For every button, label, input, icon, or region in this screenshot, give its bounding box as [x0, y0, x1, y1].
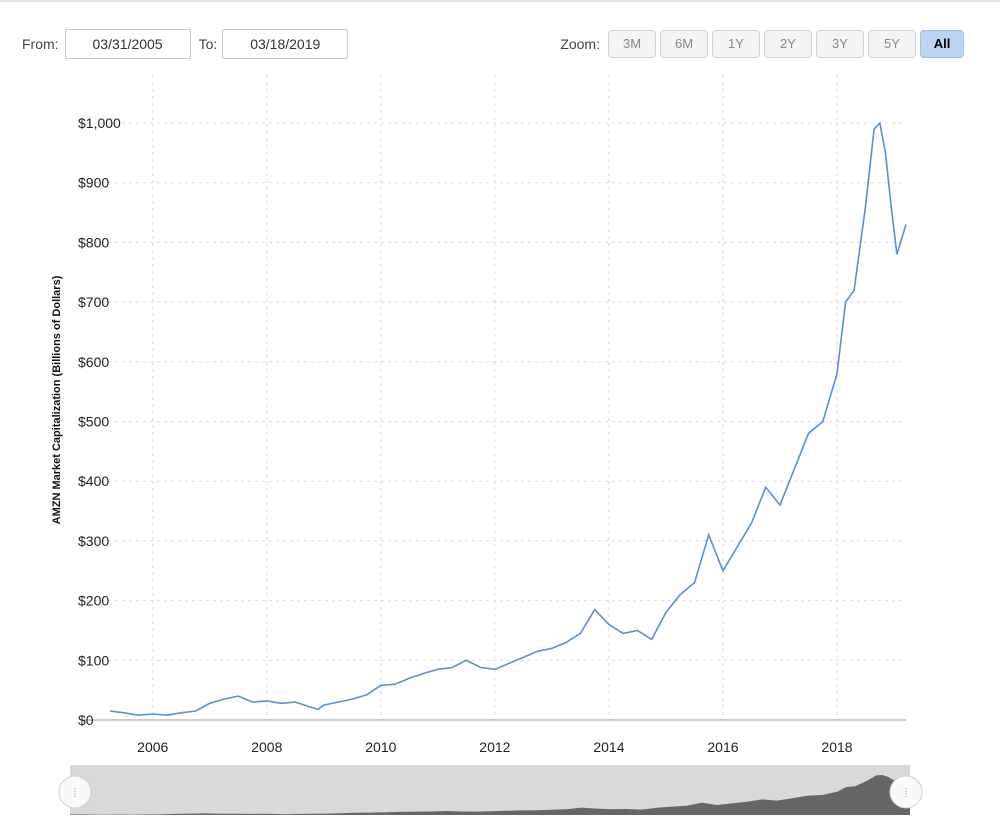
- date-range-selector: From: 03/31/2005 To: 03/18/2019: [22, 29, 349, 59]
- y-tick-label: $600: [78, 354, 109, 370]
- y-tick-label: $1,000: [78, 115, 121, 131]
- top-border: [0, 0, 1000, 2]
- navigator-right-grip-icon: ⦙: [905, 786, 908, 800]
- y-tick-label: $900: [78, 175, 109, 191]
- x-tick-label: 2016: [707, 739, 738, 755]
- x-tick-label: 2012: [479, 739, 510, 755]
- y-tick-label: $800: [78, 234, 109, 250]
- zoom-controls: Zoom: 3M 6M 1Y 2Y 3Y 5Y All: [560, 29, 964, 59]
- zoom-2y-button[interactable]: 2Y: [764, 30, 812, 58]
- series-line: [109, 121, 907, 717]
- navigator: ⦙ ⦙: [58, 765, 923, 815]
- y-axis-label: AMZN Market Capitalization (Billions of …: [51, 275, 63, 524]
- navigator-series-area: [70, 775, 910, 815]
- from-date-input[interactable]: 03/31/2005: [64, 29, 191, 59]
- y-tick-label: $700: [78, 294, 109, 310]
- zoom-all-button[interactable]: All: [920, 30, 964, 58]
- y-axis-ticks: $0 $100 $200 $300 $400 $500 $600 $700 $800 $900 $1…: [78, 115, 121, 728]
- x-tick-label: 2014: [593, 739, 624, 755]
- zoom-1y-button[interactable]: 1Y: [712, 30, 760, 58]
- y-tick-label: $400: [78, 473, 109, 489]
- navigator-left-handle[interactable]: [58, 775, 92, 809]
- zoom-3y-button[interactable]: 3Y: [816, 30, 864, 58]
- x-tick-label: 2010: [365, 739, 396, 755]
- zoom-5y-button[interactable]: 5Y: [868, 30, 916, 58]
- x-tick-label: 2006: [137, 739, 168, 755]
- y-tick-label: $200: [78, 593, 109, 609]
- grid-lines: [80, 75, 906, 721]
- zoom-label: Zoom:: [560, 36, 600, 52]
- y-tick-label: $500: [78, 414, 109, 430]
- navigator-left-grip-icon: ⦙: [74, 786, 77, 800]
- y-tick-label: $0: [78, 712, 94, 728]
- to-label: To:: [198, 36, 218, 52]
- x-tick-label: 2008: [251, 739, 282, 755]
- navigator-right-handle[interactable]: [889, 775, 923, 809]
- from-label: From:: [22, 36, 59, 52]
- y-tick-label: $300: [78, 533, 109, 549]
- y-tick-label: $100: [78, 652, 109, 668]
- to-date-input[interactable]: 03/18/2019: [222, 29, 349, 59]
- x-axis-ticks: 2006 2008 2010 2012 2014 2016 2018: [137, 739, 853, 755]
- x-tick-label: 2018: [821, 739, 852, 755]
- zoom-6m-button[interactable]: 6M: [660, 30, 708, 58]
- zoom-3m-button[interactable]: 3M: [608, 30, 656, 58]
